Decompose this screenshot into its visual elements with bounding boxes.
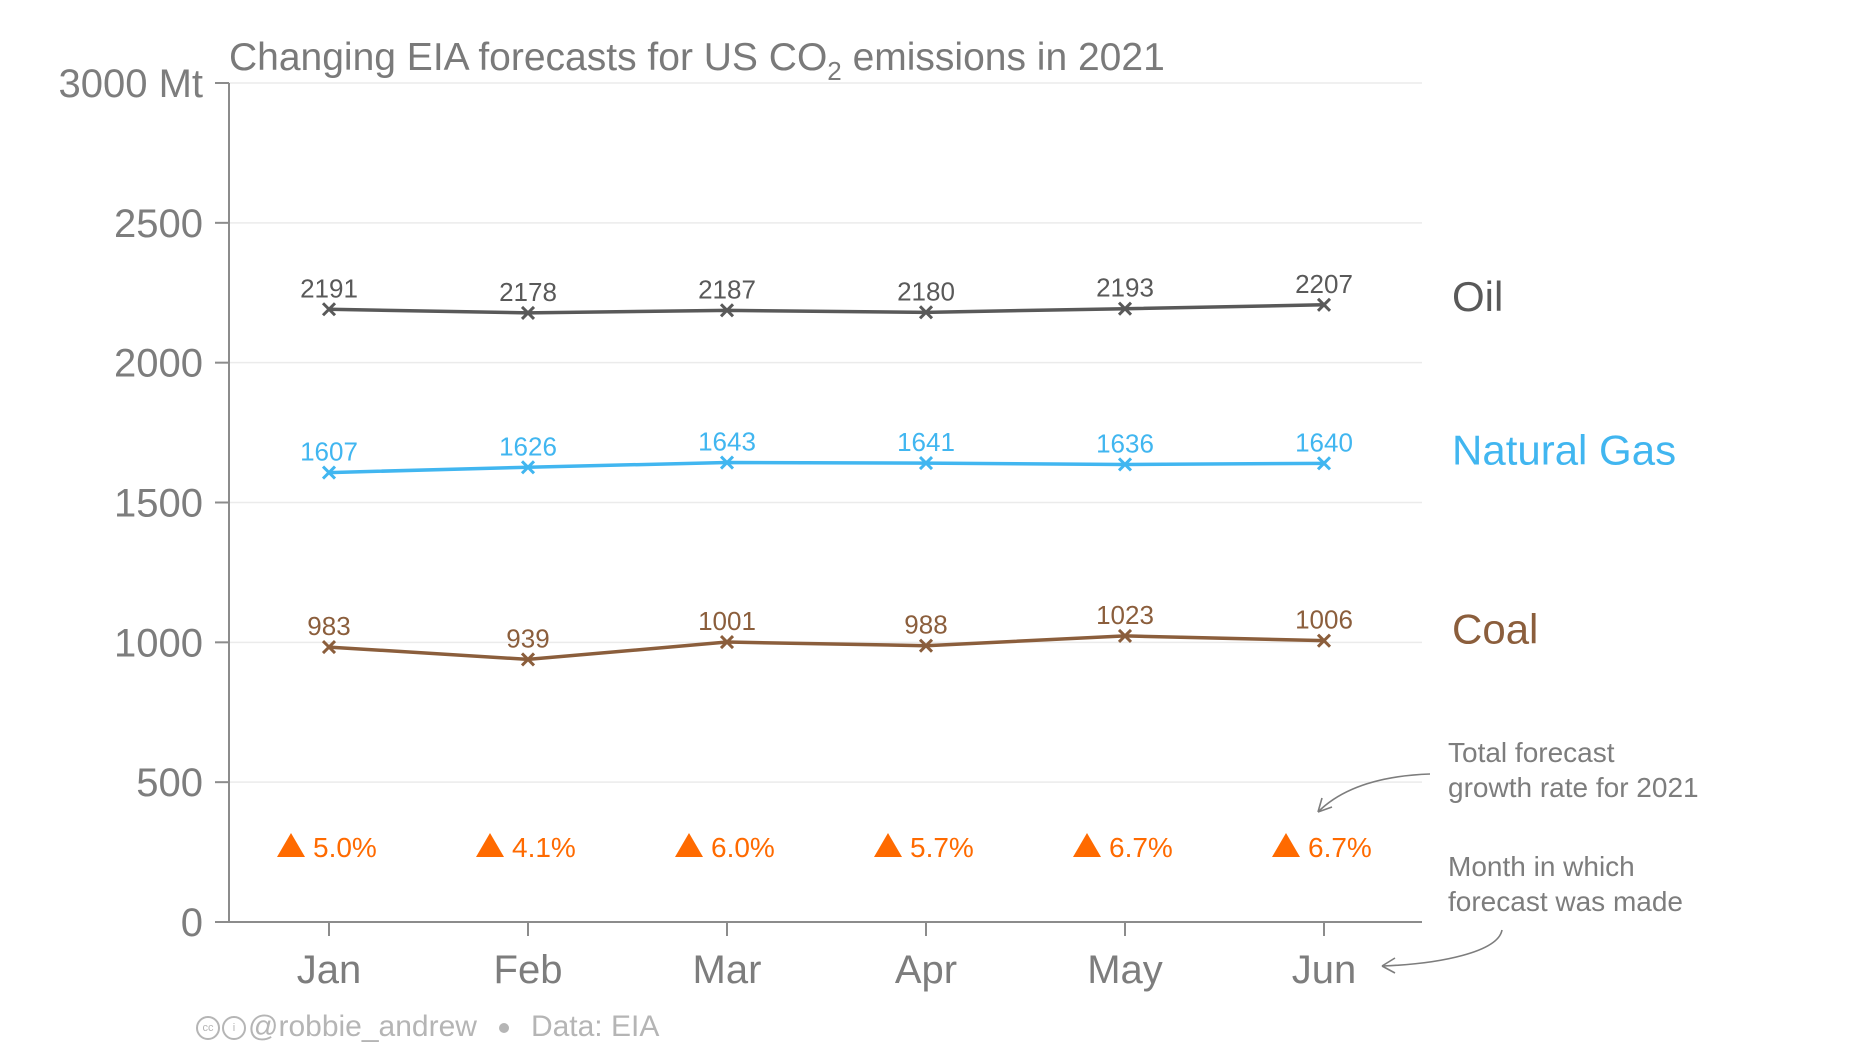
data-label: 1640 xyxy=(1295,427,1353,457)
x-tick-label: Feb xyxy=(494,948,563,992)
growth-rate-label: 4.1% xyxy=(512,832,576,863)
growth-up-triangle-icon xyxy=(874,833,902,857)
y-axis-tick-labels: 0 500 1000 1500 2000 2500 3000 Mt xyxy=(58,62,203,945)
data-point-marker xyxy=(719,634,735,650)
data-label: 1023 xyxy=(1096,600,1154,630)
growth-up-triangle-icon xyxy=(1073,833,1101,857)
growth-up-triangle-icon xyxy=(675,833,703,857)
growth-rate-label: 5.0% xyxy=(313,832,377,863)
data-label: 939 xyxy=(506,623,549,653)
x-tick-label: Jan xyxy=(297,948,362,992)
data-point-marker xyxy=(918,638,934,653)
data-label: 1626 xyxy=(499,431,557,461)
growth-rate-markers: 5.0% 4.1% 6.0% 5.7% 6.7% 6.7% xyxy=(277,832,1372,863)
chart-title-end: emissions in 2021 xyxy=(842,36,1165,79)
y-tick-label: 1500 xyxy=(114,482,203,526)
y-tick-label: 2000 xyxy=(114,342,203,386)
series-line xyxy=(328,634,1325,662)
series-line xyxy=(328,460,1325,475)
chart-title-main: Changing EIA forecasts for US CO xyxy=(229,36,827,79)
x-tick-label: May xyxy=(1087,948,1163,992)
series-coal: 983 939 1001 988 1023 1006 Coal xyxy=(307,600,1538,667)
data-point-marker xyxy=(719,455,735,470)
y-tick-label: 500 xyxy=(136,761,203,805)
x-tick-label: Mar xyxy=(693,948,762,992)
y-tick-label: 1000 xyxy=(114,621,203,665)
growth-up-triangle-icon xyxy=(277,833,305,857)
growth-rate-label: 5.7% xyxy=(910,832,974,863)
data-point-marker xyxy=(918,456,934,471)
month-note-line: forecast was made xyxy=(1448,886,1683,917)
data-point-marker xyxy=(520,652,536,667)
month-note-arrow xyxy=(1381,929,1503,967)
data-point-marker xyxy=(918,305,934,320)
growth-rate-label: 6.7% xyxy=(1109,832,1173,863)
series-line xyxy=(328,303,1325,315)
data-label: 983 xyxy=(307,611,350,641)
x-tick-label: Apr xyxy=(895,948,957,992)
month-note-arrowhead-icon xyxy=(1381,957,1396,974)
series-natural-gas: 1607 1626 1643 1641 1636 1640 Natural Gas xyxy=(300,426,1676,480)
growth-note-arrowhead-icon xyxy=(1317,797,1333,813)
growth-note-line: Total forecast xyxy=(1448,737,1615,768)
data-point-marker xyxy=(1117,628,1133,643)
data-label: 988 xyxy=(904,610,947,640)
grid-lines xyxy=(229,82,1422,783)
data-label: 2180 xyxy=(897,276,955,306)
data-label: 2191 xyxy=(300,273,358,303)
growth-note-line: growth rate for 2021 xyxy=(1448,772,1699,803)
attribution-icon: i xyxy=(222,1016,246,1041)
footer-separator-dot xyxy=(498,1023,509,1034)
data-point-marker xyxy=(1316,456,1332,471)
footer: cc i @robbie_andrew Data: EIA xyxy=(196,1010,659,1044)
month-note-line: Month in which xyxy=(1448,851,1635,882)
data-point-marker xyxy=(520,305,536,320)
footer-source: Data: EIA xyxy=(530,1010,660,1043)
y-tick-label: 2500 xyxy=(114,202,203,246)
x-tick-label: Jun xyxy=(1292,948,1357,992)
data-point-marker xyxy=(321,465,337,480)
data-point-marker xyxy=(1117,457,1133,472)
data-point-marker xyxy=(719,303,735,318)
data-point-marker xyxy=(1117,301,1133,316)
growth-rate-label: 6.7% xyxy=(1308,832,1372,863)
series-name-label: Oil xyxy=(1452,273,1503,320)
growth-up-triangle-icon xyxy=(476,833,504,857)
data-point-marker xyxy=(1316,297,1332,312)
footer-author: @robbie_andrew xyxy=(248,1010,477,1043)
data-label: 1636 xyxy=(1096,428,1154,458)
chart-title-subscript: 2 xyxy=(827,56,841,86)
series-name-label: Coal xyxy=(1452,606,1538,653)
growth-up-triangle-icon xyxy=(1272,833,1300,857)
data-label: 2193 xyxy=(1096,273,1154,303)
chart-title: Changing EIA forecasts for US CO2 emissi… xyxy=(229,36,1165,86)
data-point-marker xyxy=(520,460,536,475)
axes xyxy=(215,82,1422,936)
data-label: 2178 xyxy=(499,277,557,307)
data-label: 1006 xyxy=(1295,605,1353,635)
growth-note-arrow xyxy=(1317,773,1431,813)
data-point-marker xyxy=(321,640,337,655)
data-label: 1643 xyxy=(698,427,756,457)
data-label: 1607 xyxy=(300,437,358,467)
x-axis-tick-labels: Jan Feb Mar Apr May Jun xyxy=(297,948,1357,992)
data-label: 1001 xyxy=(698,606,756,636)
data-label: 2187 xyxy=(698,274,756,304)
series-oil: 2191 2178 2187 2180 2193 2207 Oil xyxy=(300,269,1503,320)
cc-license-icon: cc xyxy=(196,1016,220,1041)
data-label: 1641 xyxy=(897,427,955,457)
annotations: Total forecast growth rate for 2021 Month … xyxy=(1317,737,1699,974)
data-point-marker xyxy=(321,302,337,317)
y-tick-label: 3000 Mt xyxy=(58,62,203,106)
data-label: 2207 xyxy=(1295,269,1353,299)
data-point-marker xyxy=(1316,633,1332,648)
y-tick-label: 0 xyxy=(181,901,203,945)
growth-rate-label: 6.0% xyxy=(711,832,775,863)
series-name-label: Natural Gas xyxy=(1452,426,1676,473)
